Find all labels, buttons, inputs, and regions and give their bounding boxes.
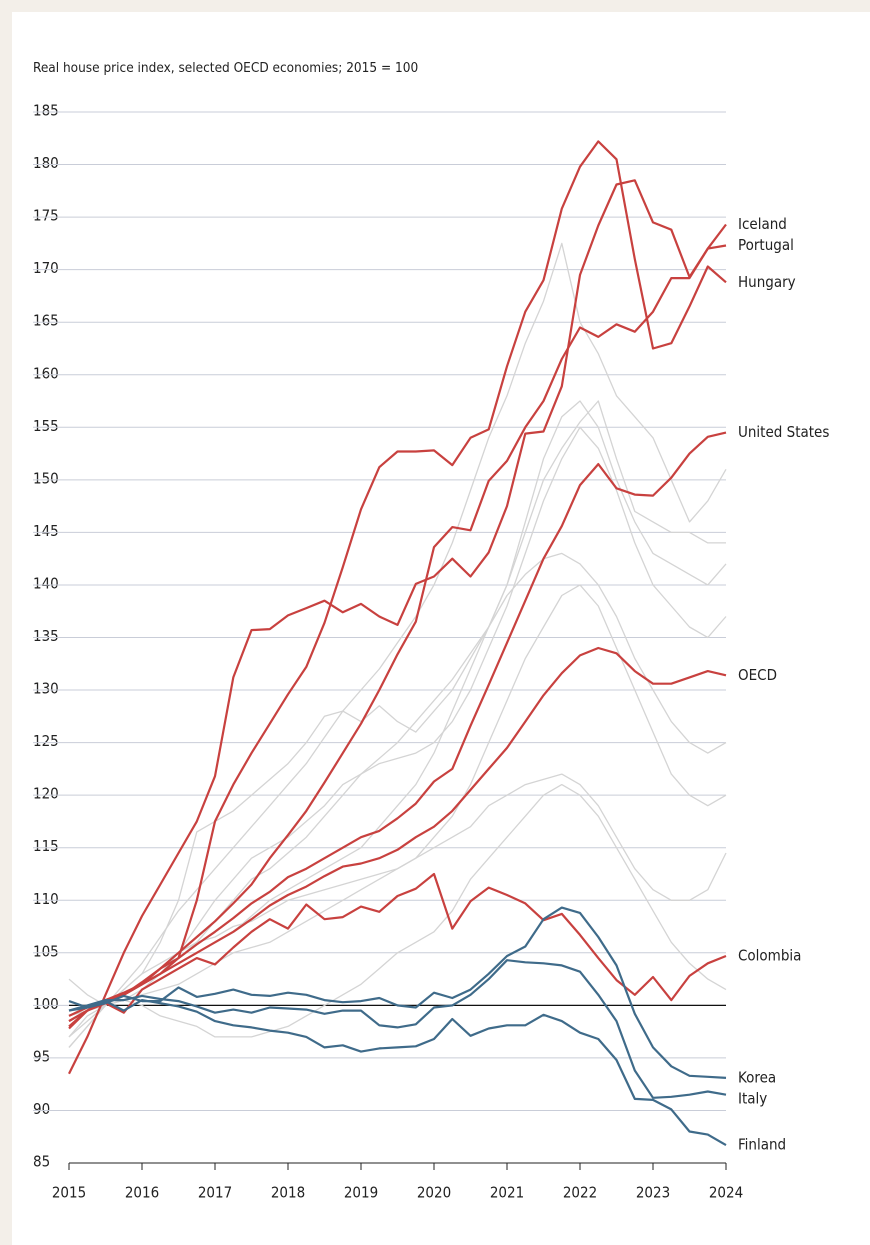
y-tick-label: 115 — [33, 837, 59, 855]
series-label: Portugal — [738, 236, 794, 254]
y-tick-label: 135 — [33, 627, 59, 645]
series-line — [68, 872, 727, 1030]
panel — [12, 12, 870, 1245]
x-tick-label: 2018 — [271, 1184, 305, 1202]
x-tick-label: 2020 — [417, 1184, 451, 1202]
y-tick-label: 165 — [33, 312, 59, 330]
x-tick-label: 2016 — [125, 1184, 159, 1202]
x-tick-label: 2023 — [636, 1184, 670, 1202]
y-tick-label: 85 — [33, 1153, 50, 1171]
x-tick-label: 2021 — [490, 1184, 524, 1202]
y-tick-label: 180 — [33, 154, 59, 172]
series-label: Korea — [738, 1068, 776, 1086]
x-tick-label: 2024 — [709, 1184, 743, 1202]
y-tick-label: 100 — [33, 995, 59, 1013]
series-line — [68, 179, 727, 1075]
y-tick-label: 145 — [33, 522, 59, 540]
y-tick-label: 95 — [33, 1047, 50, 1065]
y-tick-label: 130 — [33, 680, 59, 698]
x-tick-label: 2022 — [563, 1184, 597, 1202]
series-line — [68, 646, 727, 1017]
x-tick-label: 2015 — [52, 1184, 86, 1202]
background-line — [68, 400, 727, 1038]
series-label: Hungary — [738, 273, 796, 291]
series-label: United States — [738, 423, 829, 441]
y-tick-label: 140 — [33, 574, 59, 592]
series-label: Iceland — [738, 215, 787, 233]
series-label: Italy — [738, 1089, 767, 1107]
series-line — [68, 906, 727, 1079]
background-line — [68, 242, 727, 1048]
y-tick-label: 170 — [33, 259, 59, 277]
series-line — [68, 959, 727, 1099]
y-tick-label: 125 — [33, 732, 59, 750]
y-tick-label: 175 — [33, 207, 59, 225]
series-label: Colombia — [738, 946, 801, 964]
background-line — [68, 783, 727, 1038]
series-label: OECD — [738, 666, 777, 684]
y-tick-label: 155 — [33, 417, 59, 435]
y-tick-label: 105 — [33, 942, 59, 960]
series-label: Finland — [738, 1136, 786, 1154]
y-tick-label: 120 — [33, 785, 59, 803]
y-tick-label: 150 — [33, 469, 59, 487]
y-tick-label: 185 — [33, 102, 59, 120]
y-tick-label: 110 — [33, 890, 59, 908]
x-tick-label: 2017 — [198, 1184, 232, 1202]
series-line — [68, 431, 727, 1023]
series-line — [68, 244, 727, 1023]
x-tick-label: 2019 — [344, 1184, 378, 1202]
y-tick-label: 90 — [33, 1100, 50, 1118]
y-tick-label: 160 — [33, 364, 59, 382]
series-line — [68, 999, 727, 1147]
chart-title: Real house price index, selected OECD ec… — [33, 60, 418, 76]
